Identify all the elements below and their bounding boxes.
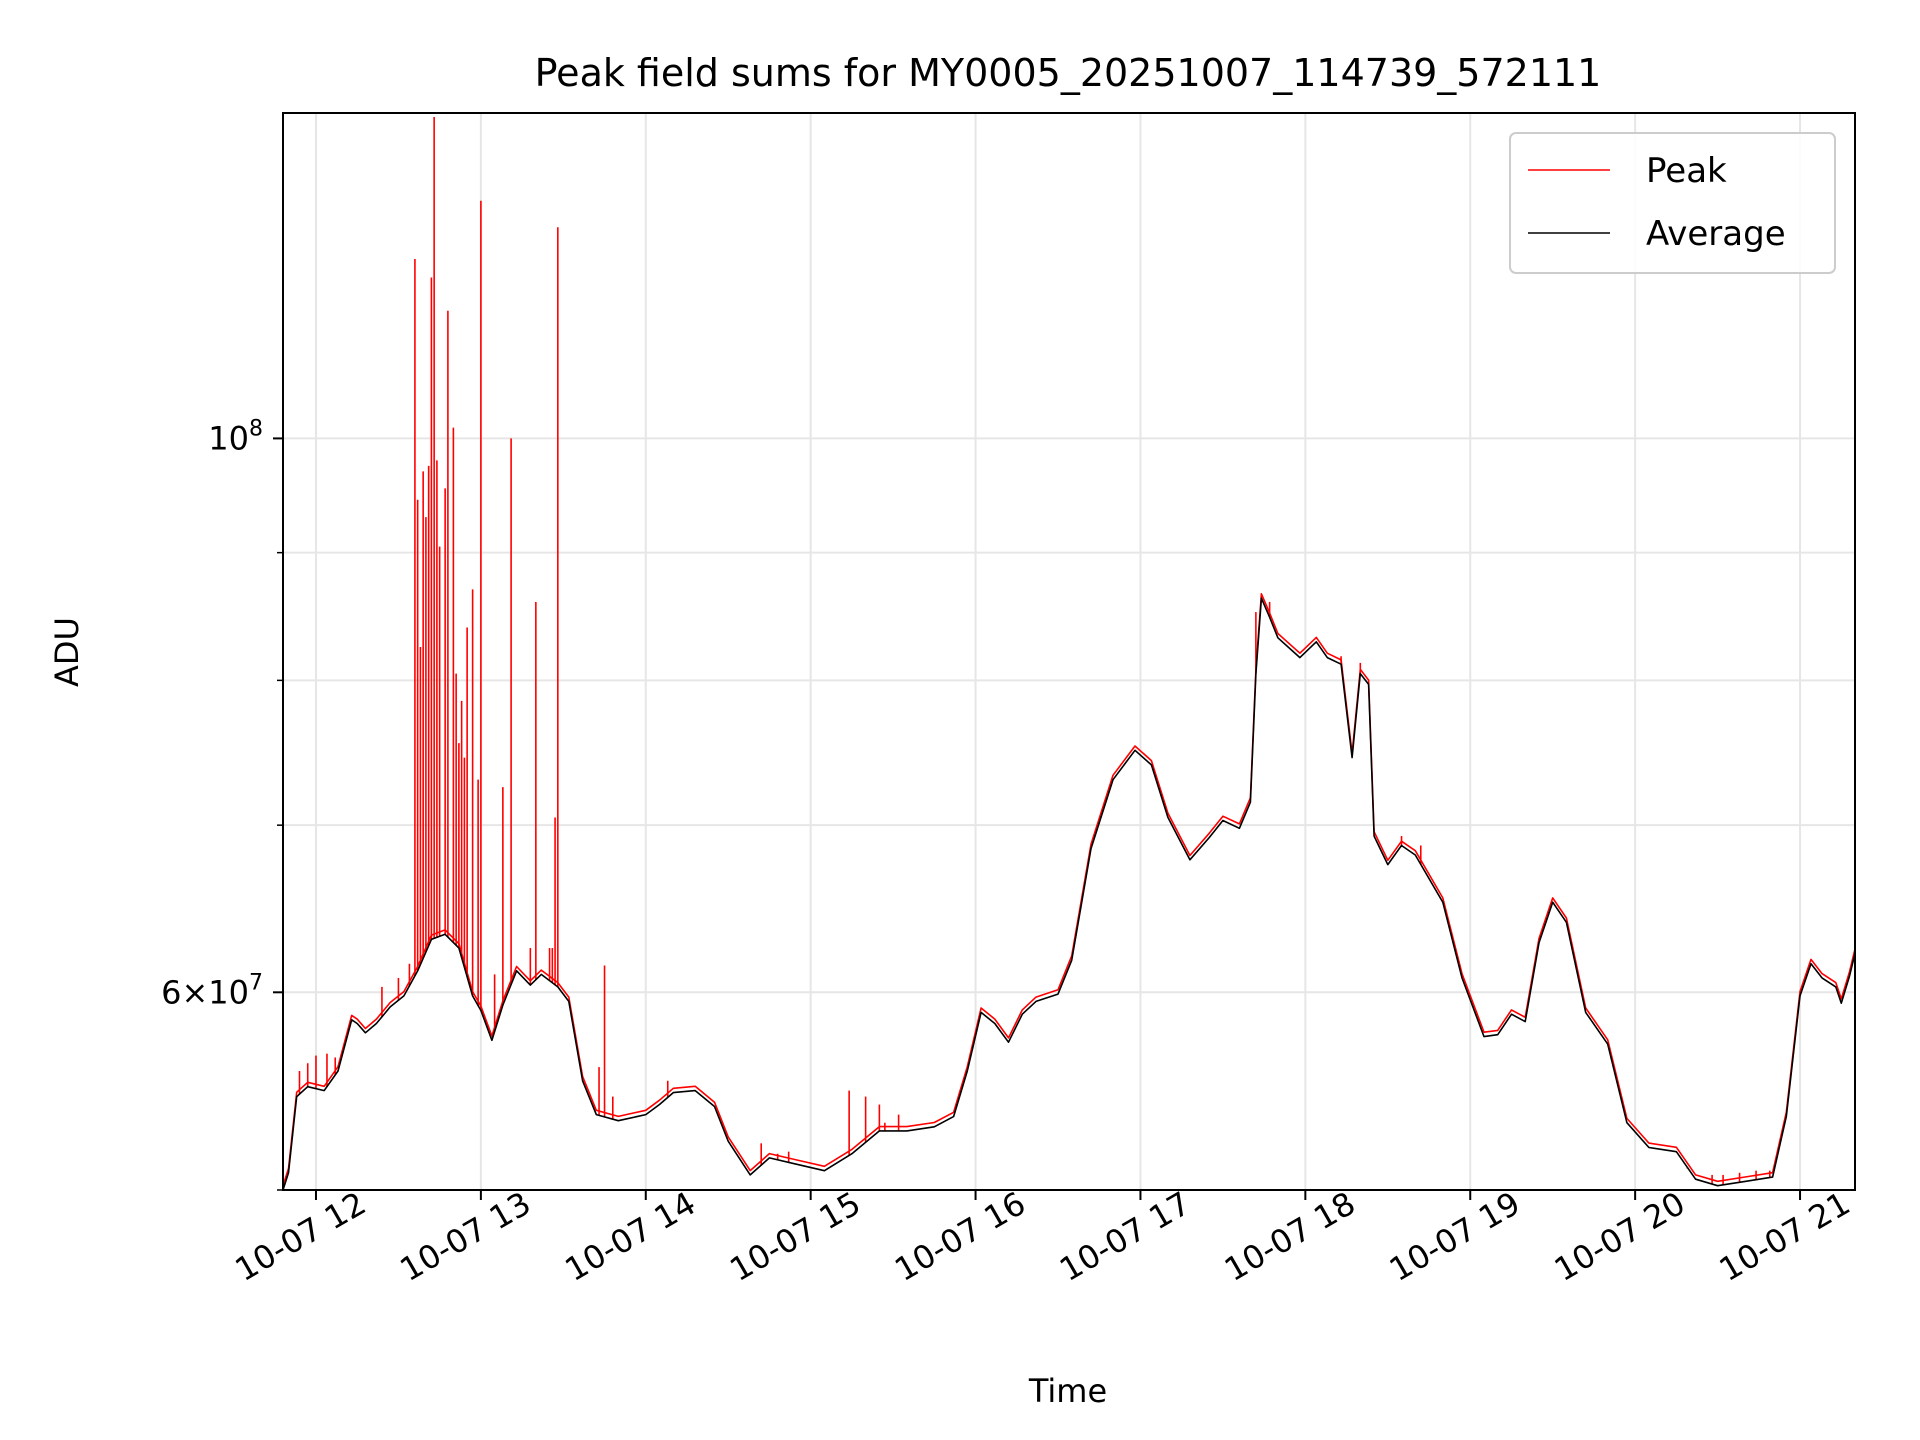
x-axis-label: Time	[1028, 1372, 1107, 1410]
y-axis-label: ADU	[48, 617, 86, 687]
legend-label-peak: Peak	[1646, 151, 1727, 191]
plot-frame	[282, 112, 1856, 1191]
legend-box	[1509, 132, 1836, 274]
chart-title: Peak field sums for MY0005_20251007_1147…	[535, 51, 1602, 95]
legend: Peak Average	[1509, 132, 1836, 274]
average-series-line	[283, 597, 1855, 1190]
plot-data	[283, 117, 1855, 1190]
y-tick-exponent: 7	[249, 970, 263, 995]
grid	[283, 113, 1855, 1190]
y-tick-label: 6×107	[161, 970, 263, 1011]
legend-label-average: Average	[1646, 214, 1786, 254]
y-tick-exponent: 8	[249, 416, 263, 441]
